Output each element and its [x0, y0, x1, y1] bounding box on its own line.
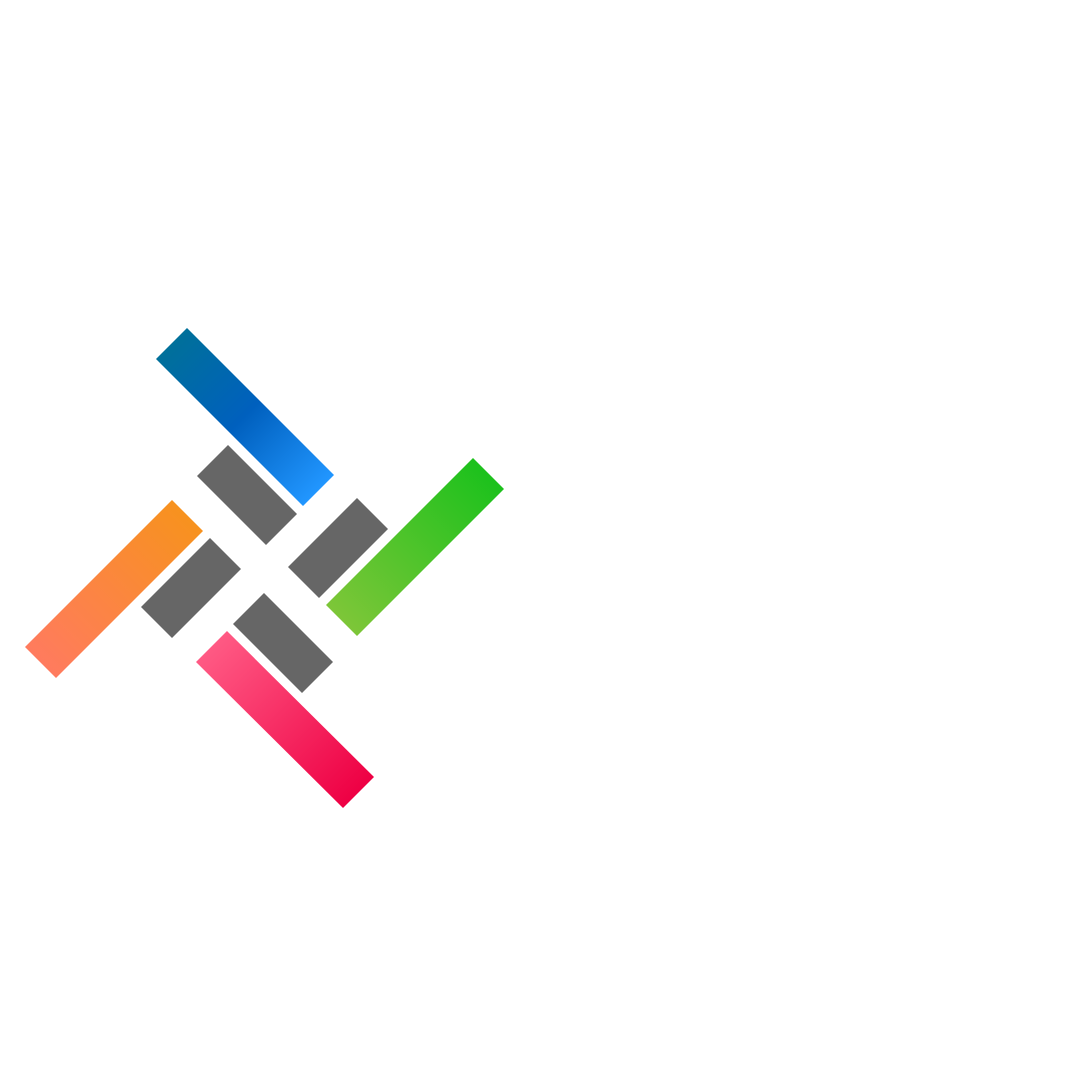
gray-bar-top — [197, 445, 297, 545]
orange-blade — [25, 500, 203, 678]
gray-bar-right — [288, 498, 388, 598]
green-blade — [326, 458, 504, 636]
blue-blade — [156, 328, 334, 506]
gray-bar-bottom — [233, 593, 333, 693]
gray-bar-left — [141, 538, 241, 638]
pink-blade — [196, 631, 374, 808]
